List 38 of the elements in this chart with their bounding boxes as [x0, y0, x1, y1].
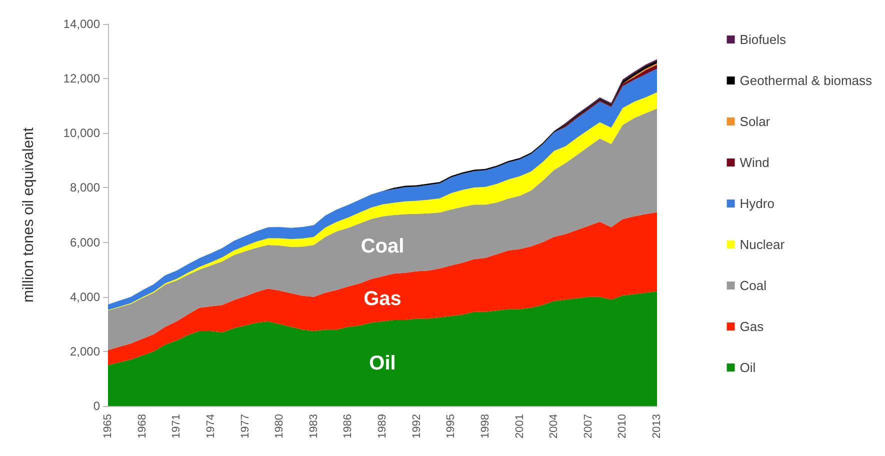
x-tick-label: 2001	[514, 414, 526, 438]
x-tick-label: 1998	[479, 414, 492, 438]
legend-label: Oil	[740, 360, 756, 375]
legend-label: Coal	[740, 278, 767, 293]
x-tick-label: 2010	[616, 414, 629, 438]
y-tick-label: 14,000	[63, 17, 100, 31]
legend-label: Gas	[740, 319, 764, 334]
x-tick-label: 1965	[102, 414, 114, 438]
x-tick-label: 1977	[239, 414, 252, 438]
y-tick-label: 2,000	[70, 344, 100, 358]
y-tick-label: 12,000	[63, 72, 100, 86]
y-tick-label: 4,000	[70, 290, 100, 304]
x-tick-label: 1992	[410, 414, 423, 438]
legend-label: Geothermal & biomass	[740, 73, 872, 88]
x-tick-label: 1974	[204, 414, 217, 438]
y-tick-label: 10,000	[63, 126, 100, 140]
legend-label: Solar	[740, 114, 771, 129]
x-tick-label: 2004	[548, 414, 560, 438]
y-tick-label: 0	[93, 399, 100, 413]
y-tick-label: 6,000	[70, 235, 100, 250]
legend-label: Biofuels	[740, 32, 787, 47]
legend-label: Nuclear	[740, 237, 786, 252]
x-tick-label: 2013	[651, 414, 663, 438]
x-tick-label: 1971	[170, 414, 183, 438]
annotation: Coal	[360, 235, 404, 258]
legend-label: Hydro	[740, 196, 774, 211]
x-tick-label: 1983	[308, 414, 320, 438]
x-tick-label: 1986	[342, 414, 354, 438]
x-tick-label: 2007	[582, 414, 594, 438]
annotation: Oil	[369, 352, 396, 375]
y-tick-label: 8,000	[70, 180, 100, 195]
x-tick-label: 1980	[274, 414, 286, 438]
y-axis-title: million tones oil equivalent	[20, 126, 37, 303]
annotation: Gas	[364, 288, 402, 310]
legend-label: Wind	[740, 155, 770, 170]
x-tick-label: 1989	[376, 414, 388, 438]
x-tick-label: 1968	[136, 414, 148, 438]
x-tick-label: 1995	[445, 414, 458, 438]
